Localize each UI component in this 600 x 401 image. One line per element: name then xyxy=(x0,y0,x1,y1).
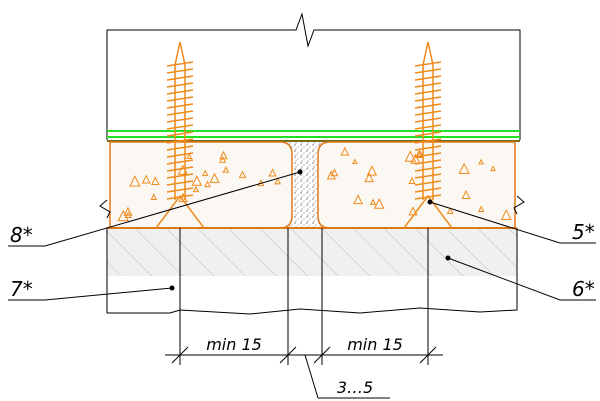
grain xyxy=(410,153,421,164)
leaders xyxy=(8,169,596,301)
grain xyxy=(478,158,485,165)
grain xyxy=(477,205,485,212)
screw-thread xyxy=(414,61,442,200)
grain xyxy=(141,174,151,184)
grain xyxy=(191,175,203,186)
grain xyxy=(268,168,277,177)
grain xyxy=(274,177,282,185)
label: 8* xyxy=(10,223,33,247)
grain xyxy=(414,150,423,159)
grain xyxy=(330,168,339,177)
grain xyxy=(123,206,133,216)
screw-head xyxy=(155,194,205,229)
grain xyxy=(461,190,471,199)
screw-thread xyxy=(166,61,194,200)
base-hatch xyxy=(107,228,517,276)
grain xyxy=(366,165,378,176)
grain xyxy=(353,194,364,205)
grain xyxy=(129,175,141,187)
dimension-text: min 15 xyxy=(347,335,403,354)
grain xyxy=(404,150,417,162)
extension-lines xyxy=(165,228,443,399)
top-outline xyxy=(106,12,521,140)
dimension-text: min 15 xyxy=(206,335,262,354)
grain xyxy=(209,172,220,183)
label: 6* xyxy=(572,277,595,301)
break-mark xyxy=(513,195,525,215)
base-outline xyxy=(106,228,518,315)
screws xyxy=(155,41,453,229)
grain xyxy=(124,211,132,219)
grain xyxy=(150,176,160,186)
grain xyxy=(352,158,358,165)
grain xyxy=(446,207,454,215)
dimension-text: 3…5 xyxy=(337,378,373,397)
screw xyxy=(403,41,453,229)
grain xyxy=(219,155,227,163)
screw-shaft xyxy=(174,41,186,200)
label: 7* xyxy=(10,277,33,301)
screw-shaft xyxy=(422,41,434,200)
grain xyxy=(192,185,200,193)
grain xyxy=(369,198,377,205)
grains xyxy=(117,146,512,222)
break-mark xyxy=(99,199,111,219)
grain xyxy=(340,146,350,156)
grain xyxy=(204,180,211,188)
grain xyxy=(500,209,512,220)
grain xyxy=(326,170,336,180)
grain xyxy=(490,165,497,172)
screw xyxy=(155,41,205,229)
screw-head xyxy=(403,194,453,229)
grain xyxy=(186,153,193,159)
grain xyxy=(222,166,230,173)
grain xyxy=(238,170,247,179)
grain xyxy=(201,169,209,177)
grain xyxy=(458,162,470,175)
grain xyxy=(364,172,375,183)
grain xyxy=(408,176,416,185)
grain xyxy=(117,209,129,222)
grain xyxy=(373,197,385,209)
grain xyxy=(150,193,158,201)
label: 5* xyxy=(572,220,595,244)
